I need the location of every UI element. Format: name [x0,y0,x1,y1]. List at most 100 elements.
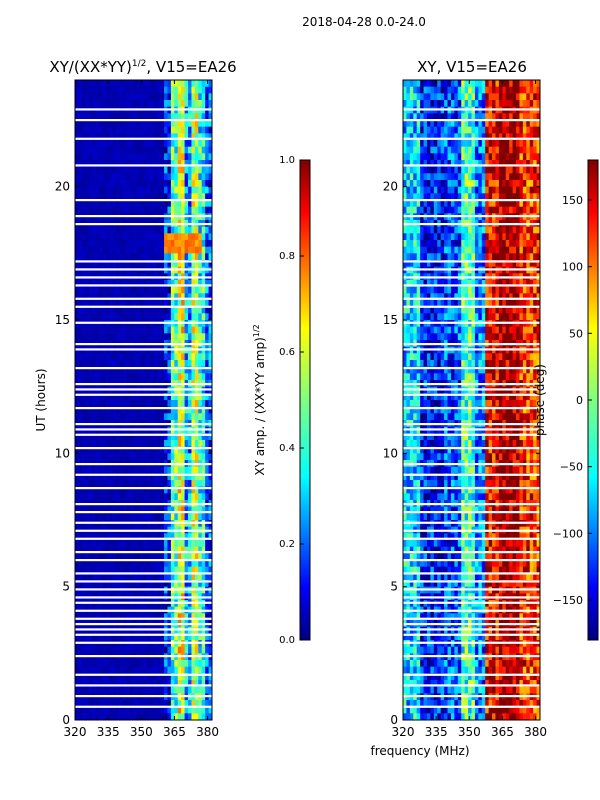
heatmap-cell [205,286,209,294]
heatmap-cell [153,453,158,461]
heatmap-cell [416,226,421,234]
heatmap-cell [526,173,531,181]
heatmap-cell [430,126,435,134]
heatmap-cell [488,120,493,128]
heatmap-cell [98,393,103,401]
heatmap-cell [468,173,472,181]
heatmap-cell [95,433,100,441]
heatmap-cell [416,126,421,134]
heatmap-cell [522,166,527,174]
heatmap-cell [150,160,155,168]
heatmap-cell [102,573,107,581]
heatmap-cell [78,253,83,261]
heatmap-cell [167,700,172,708]
heatmap-cell [81,80,86,88]
heatmap-cell [170,393,175,401]
heatmap-cell [140,446,144,454]
heatmap-cell [481,173,486,181]
heatmap-cell [153,173,158,181]
heatmap-cell [519,140,524,148]
heatmap-cell [174,546,179,554]
heatmap-cell [146,173,151,181]
heatmap-cell [492,166,496,174]
heatmap-cell [126,326,131,334]
heatmap-cell [413,133,418,141]
heatmap-cell [81,286,86,294]
heatmap-cell [426,80,431,88]
heatmap-cell [150,433,155,441]
heatmap-cell [481,120,486,128]
heatmap-cell [208,453,212,461]
heatmap-cell [119,333,124,341]
heatmap-cell [461,86,466,94]
heatmap-cell [191,406,196,414]
heatmap-cell [184,160,189,168]
heatmap-cell [437,160,442,168]
heatmap-cell [95,360,100,368]
heatmap-cell [533,140,537,148]
heatmap-cell [478,160,483,168]
flagged-row [75,655,212,658]
heatmap-cell [502,160,507,168]
heatmap-cell [140,613,144,621]
heatmap-cell [85,360,90,368]
heatmap-cell [81,566,86,574]
heatmap-cell [116,700,120,708]
heatmap-cell [150,286,155,294]
heatmap-cell [116,553,120,561]
heatmap-cell [109,286,114,294]
heatmap-cell [78,493,83,501]
heatmap-cell [112,193,117,201]
heatmap-cell [181,646,185,654]
heatmap-cell [85,666,90,674]
heatmap-cell [174,120,179,128]
flagged-row [75,215,212,218]
heatmap-cell [116,186,120,194]
y-tick-label: 5 [62,580,70,594]
heatmap-cell [423,93,428,101]
heatmap-cell [109,113,114,121]
heatmap-cell [143,700,148,708]
heatmap-cell [150,633,155,641]
heatmap-cell [177,240,182,248]
heatmap-cell [88,313,93,321]
heatmap-cell [143,233,148,241]
heatmap-cell [143,100,148,108]
heatmap-cell [198,513,203,521]
heatmap-cell [105,373,110,381]
heatmap-cell [198,373,203,381]
heatmap-cell [126,133,131,141]
heatmap-cell [181,293,185,301]
heatmap-cell [157,240,162,248]
heatmap-cell [194,360,199,368]
heatmap-cell [95,166,100,174]
heatmap-cell [129,466,134,474]
heatmap-cell [167,540,172,548]
heatmap-cell [198,153,203,161]
heatmap-cell [143,453,148,461]
heatmap-cell [181,560,185,568]
heatmap-cell [112,300,117,308]
heatmap-cell [516,100,520,108]
heatmap-cell [495,226,500,234]
heatmap-cell [519,186,524,194]
heatmap-cell [116,673,120,681]
heatmap-cell [116,206,120,214]
heatmap-cell [208,473,212,481]
heatmap-cell [529,80,534,88]
heatmap-cell [157,413,162,421]
heatmap-cell [78,660,83,668]
heatmap-cell [194,280,199,288]
heatmap-cell [502,206,507,214]
heatmap-cell [102,360,107,368]
heatmap-cell [126,93,131,101]
heatmap-cell [191,366,196,374]
heatmap-cell [444,206,448,214]
heatmap-cell [191,253,196,261]
heatmap-cell [188,293,192,301]
heatmap-cell [88,433,93,441]
heatmap-cell [201,700,206,708]
heatmap-cell [143,113,148,121]
heatmap-cell [188,533,192,541]
heatmap-cell [512,246,517,254]
